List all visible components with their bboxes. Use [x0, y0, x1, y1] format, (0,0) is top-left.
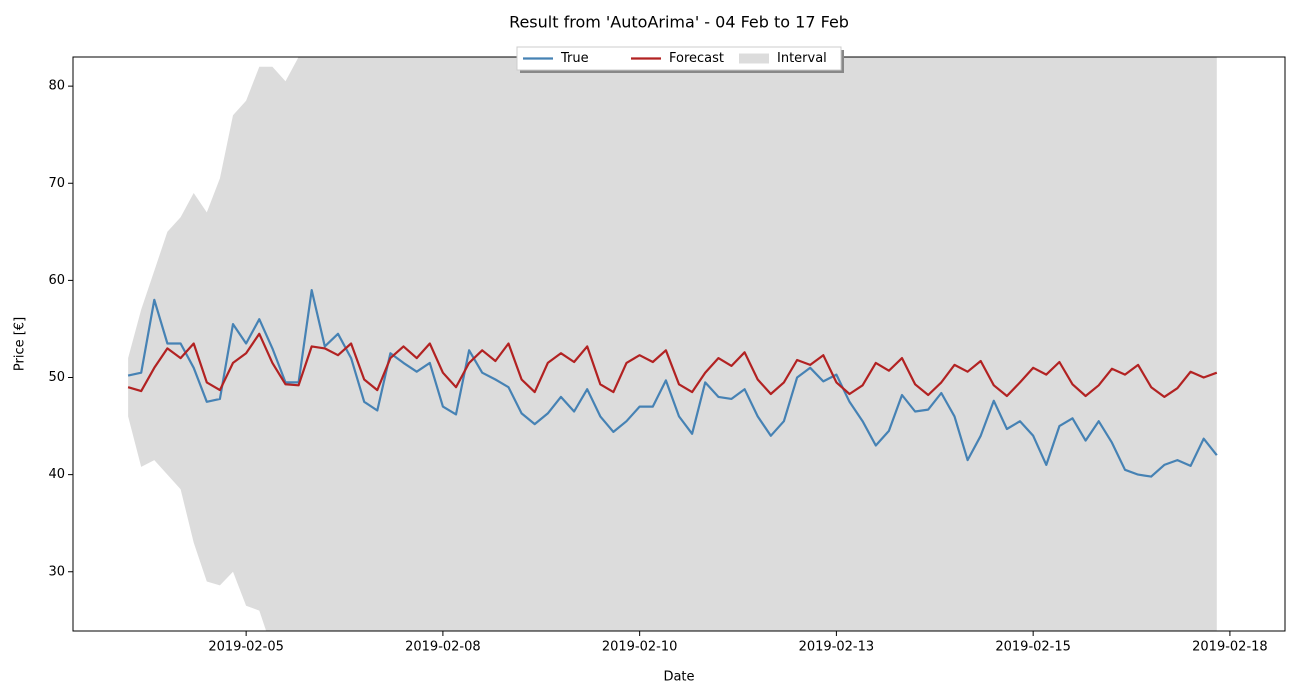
legend-box — [516, 46, 842, 71]
axes: 30 40 50 60 70 80 2019-02-05 2019-02-08 2019-02-… — [48, 79, 1267, 655]
interval-band — [128, 57, 1217, 631]
y-tick-label: 40 — [48, 467, 65, 482]
x-tick-label: 2019-02-18 — [1192, 640, 1268, 655]
x-axis-label: Date — [663, 670, 694, 685]
x-tick-label: 2019-02-05 — [208, 640, 284, 655]
x-tick-label: 2019-02-15 — [995, 640, 1071, 655]
legend-label: True — [560, 51, 589, 66]
legend-label: Interval — [777, 51, 827, 66]
x-tick-label: 2019-02-10 — [602, 640, 678, 655]
y-tick-label: 30 — [48, 564, 65, 579]
chart-title: Result from 'AutoArima' - 04 Feb to 17 F… — [509, 13, 849, 32]
y-tick-label: 60 — [48, 273, 65, 288]
legend-label: Forecast — [669, 51, 724, 66]
series-line — [127, 332, 1218, 398]
y-tick-label: 50 — [48, 370, 65, 385]
x-tick-label: 2019-02-08 — [405, 640, 481, 655]
y-tick-label: 80 — [48, 79, 65, 94]
y-tick-label: 70 — [48, 176, 65, 191]
x-tick-label: 2019-02-13 — [799, 640, 875, 655]
plot-area — [127, 57, 1218, 631]
legend-swatch — [739, 53, 769, 64]
legend: True Forecast Interval — [516, 46, 844, 73]
series-line — [127, 289, 1218, 478]
y-axis-label: Price [€] — [13, 317, 28, 371]
